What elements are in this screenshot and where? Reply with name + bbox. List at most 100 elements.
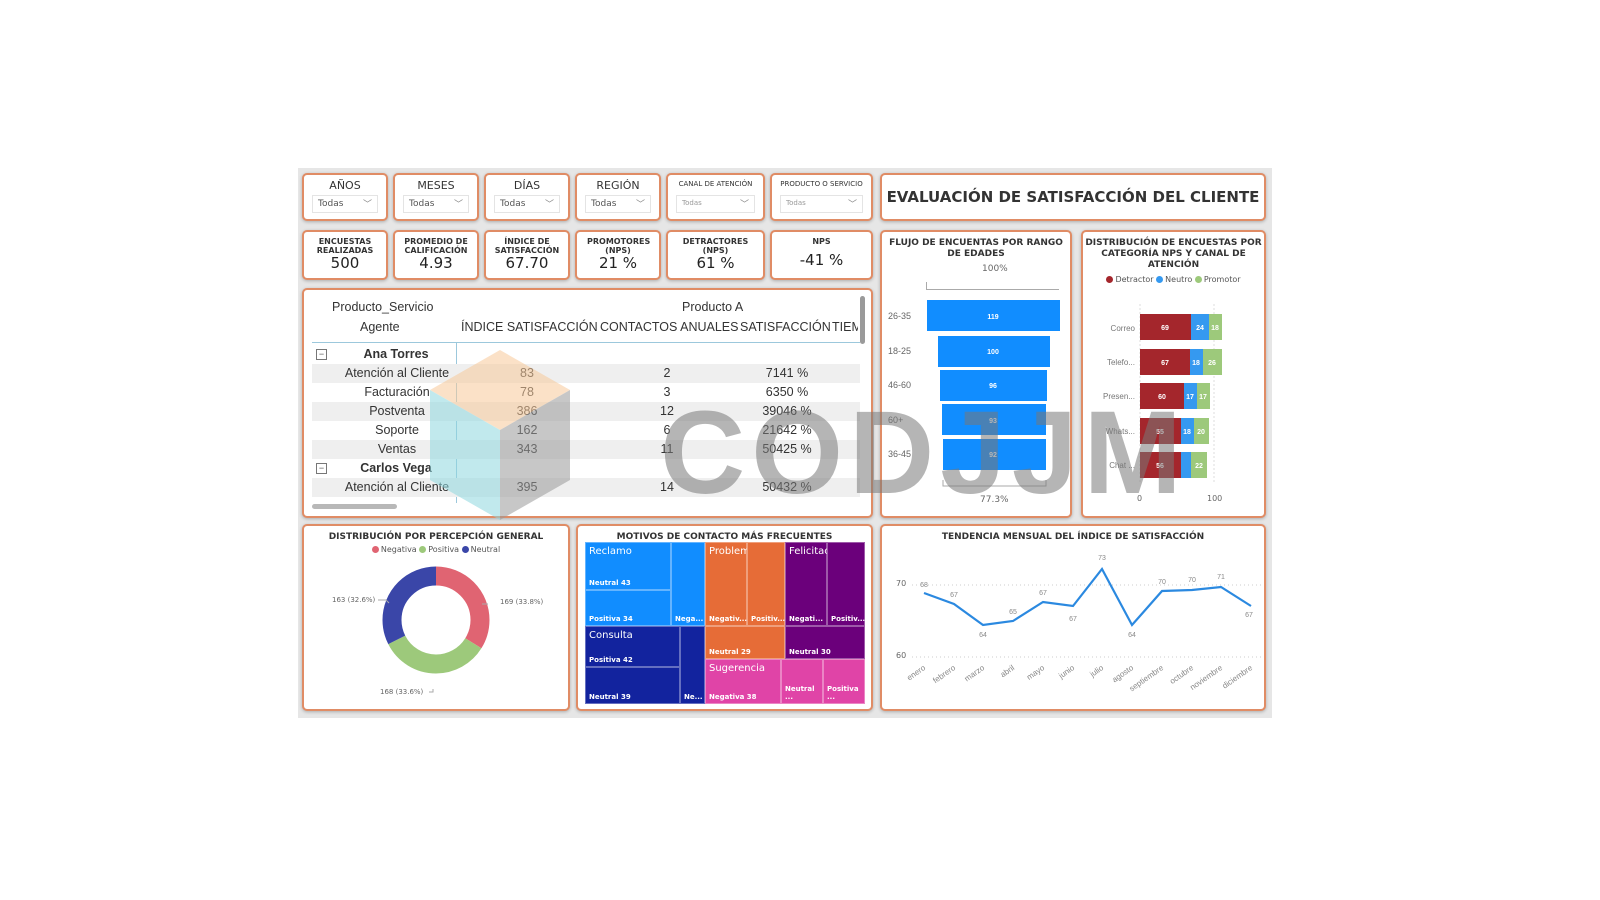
legend-label[interactable]: Positiva xyxy=(428,545,460,554)
agent-name: Ana Torres xyxy=(363,347,429,361)
svg-text:93: 93 xyxy=(989,418,997,425)
svg-text:119: 119 xyxy=(987,314,998,321)
slicer-dropdown[interactable]: Todas ﹀ xyxy=(403,195,469,213)
svg-text:18: 18 xyxy=(1211,325,1219,332)
tile-group-label: Consulta xyxy=(589,630,633,641)
tile-group-label: Sugerencia xyxy=(709,663,765,674)
slicer-meses[interactable]: MESES Todas ﹀ xyxy=(393,173,479,221)
cell-indice: 395 xyxy=(516,480,538,494)
svg-text:junio: junio xyxy=(1056,663,1076,681)
slicer-producto[interactable]: PRODUCTO O SERVICIO Todas ﹀ xyxy=(770,173,873,221)
chevron-down-icon: ﹀ xyxy=(544,200,554,210)
column-header[interactable]: SATISFACCIÓN xyxy=(740,320,831,334)
slicer-label: CANAL DE ATENCIÓN xyxy=(678,180,753,188)
kpi-label: NPS xyxy=(812,237,831,246)
treemap-tile-problema-positiva[interactable]: Positiv... xyxy=(747,542,785,626)
donut-chart xyxy=(378,566,490,693)
chevron-down-icon: ﹀ xyxy=(847,200,857,210)
kpi-label: PROMOTORES (NPS) xyxy=(587,237,651,255)
svg-text:70: 70 xyxy=(1188,577,1196,584)
slicer-dropdown[interactable]: Todas ﹀ xyxy=(312,195,378,213)
slicer-canal[interactable]: CANAL DE ATENCIÓN Todas ﹀ xyxy=(666,173,765,221)
kpi-value: 500 xyxy=(330,254,360,272)
kpi-label: ENCUESTAS REALIZADAS xyxy=(316,237,374,255)
svg-text:71: 71 xyxy=(1217,574,1225,581)
kpi-promedio: PROMEDIO DE CALIFICACIÓN 4.93 xyxy=(393,230,479,280)
treemap-tile-reclamo-positiva[interactable]: Positiva 34 xyxy=(585,590,671,626)
chart-title: DISTRIBUCIÓN DE ENCUESTAS POR CATEGORÍA … xyxy=(1085,238,1262,270)
row-header-agente: Agente xyxy=(360,320,400,334)
row-header-producto: Producto_Servicio xyxy=(332,300,434,314)
svg-text:Telefo...: Telefo... xyxy=(1107,358,1135,367)
chart-legend: Detractor Neutro Promotor xyxy=(1083,275,1264,284)
svg-text:60: 60 xyxy=(1158,394,1166,401)
slicer-dropdown[interactable]: Todas ﹀ xyxy=(676,195,755,213)
slicer-dropdown[interactable]: Todas ﹀ xyxy=(494,195,560,213)
horizontal-scrollbar[interactable] xyxy=(312,504,397,509)
treemap-tile-sugerencia-neutral[interactable]: Neutral ... xyxy=(781,659,823,704)
row-label: Soporte xyxy=(375,423,419,437)
slicer-dias[interactable]: DÍAS Todas ﹀ xyxy=(484,173,570,221)
svg-text:56: 56 xyxy=(1156,463,1164,470)
treemap-tile-felicitacion-neutral[interactable]: Neutral 30 xyxy=(785,626,865,659)
collapse-icon[interactable]: − xyxy=(316,463,327,474)
tile-label: Negati... xyxy=(789,615,824,623)
legend-dot-negativa xyxy=(371,546,379,553)
treemap: Reclamo Neutral 43 Positiva 34 Nega... Co… xyxy=(585,542,865,704)
treemap-tile-felicitacion-positiva[interactable]: Positiv... xyxy=(827,542,865,626)
treemap-tile-sugerencia-positiva[interactable]: Positiva ... xyxy=(823,659,865,704)
legend-label[interactable]: Negativa xyxy=(380,545,417,554)
slicer-label: REGIÓN xyxy=(596,179,640,192)
cell-contactos: 12 xyxy=(660,404,674,418)
slicer-value: Todas xyxy=(409,199,435,209)
svg-text:22: 22 xyxy=(1195,463,1203,470)
treemap-tile-problema-negativa[interactable]: Problema Técn...Negativ... xyxy=(705,542,791,626)
treemap-tile-sugerencia-negativa[interactable]: Sugerencia Negativa 38 xyxy=(705,659,781,704)
column-group-header: Producto A xyxy=(682,300,744,314)
treemap-tile-problema-neutral[interactable]: Neutral 29 xyxy=(705,626,785,659)
legend-dot-promotor xyxy=(1194,276,1202,283)
svg-text:noviembre: noviembre xyxy=(1188,663,1224,692)
kpi-value: 21 % xyxy=(598,254,638,272)
legend-label[interactable]: Detractor xyxy=(1115,275,1154,284)
slicer-value: Todas xyxy=(682,199,702,207)
column-header[interactable]: ÍNDICE SATISFACCIÓN xyxy=(461,320,598,334)
vertical-scrollbar[interactable] xyxy=(860,296,865,344)
chevron-down-icon: ﹀ xyxy=(739,200,749,210)
treemap-tile-reclamo-negativa[interactable]: Nega... xyxy=(671,542,705,626)
legend-label[interactable]: Neutro xyxy=(1165,275,1193,284)
svg-text:18: 18 xyxy=(1183,429,1191,436)
legend-label[interactable]: Neutral xyxy=(470,545,501,554)
svg-text:67: 67 xyxy=(1069,616,1077,623)
treemap-tile-consulta-positiva[interactable]: Consulta Positiva 42 xyxy=(585,626,680,667)
cell-indice: 83 xyxy=(520,366,534,380)
legend-label[interactable]: Promotor xyxy=(1203,275,1241,284)
x-axis-max: 100 xyxy=(1207,494,1223,503)
svg-text:60+: 60+ xyxy=(888,415,903,425)
slicer-region[interactable]: REGIÓN Todas ﹀ xyxy=(575,173,661,221)
column-header[interactable]: CONTACTOS ANUALES xyxy=(600,320,739,334)
slicer-dropdown[interactable]: Todas ﹀ xyxy=(780,195,863,213)
cell-satisfaccion: 21642 % xyxy=(762,423,812,437)
kpi-value: 61 % xyxy=(696,254,735,272)
svg-text:18: 18 xyxy=(1192,360,1200,367)
table-row: Facturación 78 3 6350 % xyxy=(312,383,860,402)
cell-contactos: 11 xyxy=(660,442,674,456)
slicer-dropdown[interactable]: Todas ﹀ xyxy=(585,195,651,213)
treemap-tile-felicitacion-negativa[interactable]: Felicitación Negati... xyxy=(785,542,845,626)
treemap-tile-consulta-neutral[interactable]: Neutral 39 xyxy=(585,667,680,704)
treemap-tile-consulta-negativa[interactable]: Ne... xyxy=(680,626,705,704)
agent-matrix: Producto_Servicio Agente Producto A ÍNDI… xyxy=(302,288,873,518)
funnel-bottom-pct: 77.3% xyxy=(980,495,1009,505)
collapse-icon[interactable]: − xyxy=(316,349,327,360)
cell-satisfaccion: 50432 % xyxy=(762,480,812,494)
y-tick-70: 70 xyxy=(896,579,907,588)
svg-text:18-25: 18-25 xyxy=(888,346,911,356)
svg-text:67: 67 xyxy=(950,592,958,599)
svg-text:67: 67 xyxy=(1039,590,1047,597)
tile-label: Neutral ... xyxy=(785,685,815,701)
column-header[interactable]: TIEM xyxy=(832,320,858,334)
treemap-tile-reclamo-neutral[interactable]: Reclamo Neutral 43 xyxy=(585,542,671,590)
svg-text:enero: enero xyxy=(905,663,927,682)
slicer-anos[interactable]: AÑOS Todas ﹀ xyxy=(302,173,388,221)
